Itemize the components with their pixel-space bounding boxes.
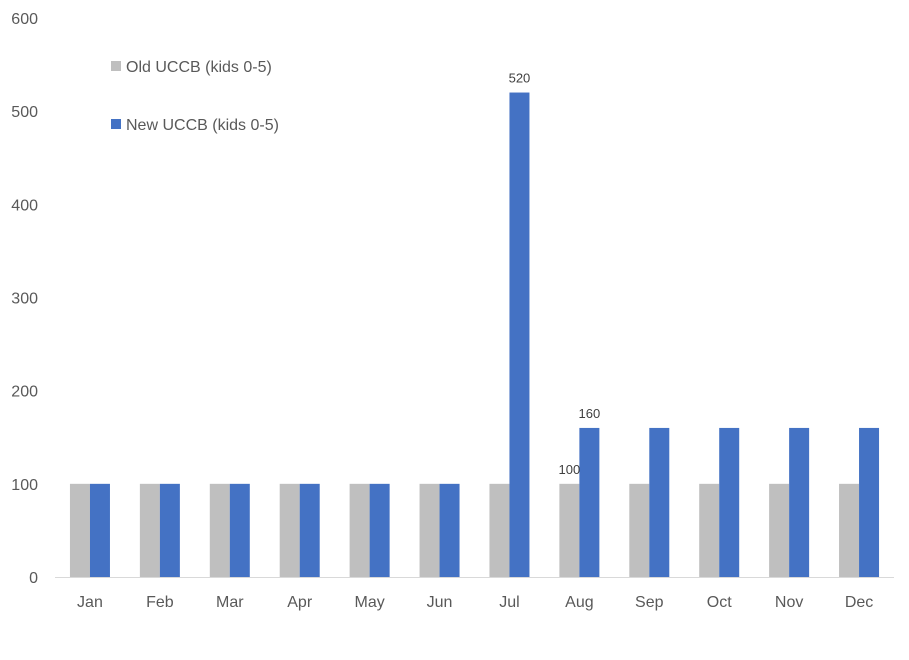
- bar-old-may: [349, 483, 370, 577]
- bar-new-feb: [159, 483, 180, 577]
- x-tick-label: Jan: [77, 594, 103, 611]
- legend-swatch: [111, 61, 121, 71]
- legend-label: Old UCCB (kids 0-5): [126, 59, 272, 76]
- bar-old-jun: [419, 483, 440, 577]
- bar-new-aug: [579, 427, 600, 577]
- bar-new-may: [369, 483, 390, 577]
- x-tick-label: Jun: [427, 594, 453, 611]
- y-tick-label: 500: [11, 104, 38, 121]
- bars: [69, 92, 880, 578]
- bar-old-jul: [489, 483, 510, 577]
- bar-old-nov: [769, 483, 790, 577]
- y-tick-label: 200: [11, 384, 38, 401]
- bar-new-jan: [89, 483, 110, 577]
- bar-new-oct: [719, 427, 740, 577]
- legend-swatch: [111, 119, 121, 129]
- y-tick-label: 600: [11, 11, 38, 28]
- bar-new-sep: [649, 427, 670, 577]
- bar-old-sep: [629, 483, 650, 577]
- data-labels: 520 100 160: [509, 71, 601, 477]
- bar-old-mar: [209, 483, 230, 577]
- bar-old-aug: [559, 483, 580, 577]
- x-tick-label: Apr: [287, 594, 313, 611]
- data-label: 520: [509, 71, 531, 86]
- bar-old-apr: [279, 483, 300, 577]
- data-label: 100: [559, 462, 581, 477]
- x-tick-label: Sep: [635, 594, 664, 611]
- x-tick-label: Jul: [499, 594, 519, 611]
- data-label: 160: [579, 406, 601, 421]
- y-axis: 0 100 200 300 400 500 600: [11, 11, 38, 587]
- bar-new-mar: [229, 483, 250, 577]
- x-tick-label: Mar: [216, 594, 244, 611]
- x-tick-label: Nov: [775, 594, 803, 611]
- bar-old-jan: [69, 483, 90, 577]
- x-tick-label: May: [355, 594, 385, 611]
- y-tick-label: 300: [11, 291, 38, 308]
- y-tick-label: 0: [29, 570, 38, 587]
- y-tick-label: 100: [11, 477, 38, 494]
- bar-new-dec: [859, 427, 880, 577]
- x-axis: Jan Feb Mar Apr May Jun Jul Aug Sep Oct Nov Dec: [77, 594, 873, 611]
- bar-new-jul: [509, 92, 530, 578]
- bar-old-feb: [139, 483, 160, 577]
- legend-label: New UCCB (kids 0-5): [126, 117, 279, 134]
- bar-old-oct: [699, 483, 720, 577]
- legend: Old UCCB (kids 0-5) New UCCB (kids 0-5): [111, 59, 279, 134]
- x-tick-label: Feb: [146, 594, 174, 611]
- x-tick-label: Oct: [707, 594, 732, 611]
- bar-new-apr: [299, 483, 320, 577]
- bar-new-jun: [439, 483, 460, 577]
- y-tick-label: 400: [11, 197, 38, 214]
- bar-old-dec: [839, 483, 860, 577]
- x-tick-label: Aug: [565, 594, 593, 611]
- x-tick-label: Dec: [845, 594, 873, 611]
- bar-new-nov: [789, 427, 810, 577]
